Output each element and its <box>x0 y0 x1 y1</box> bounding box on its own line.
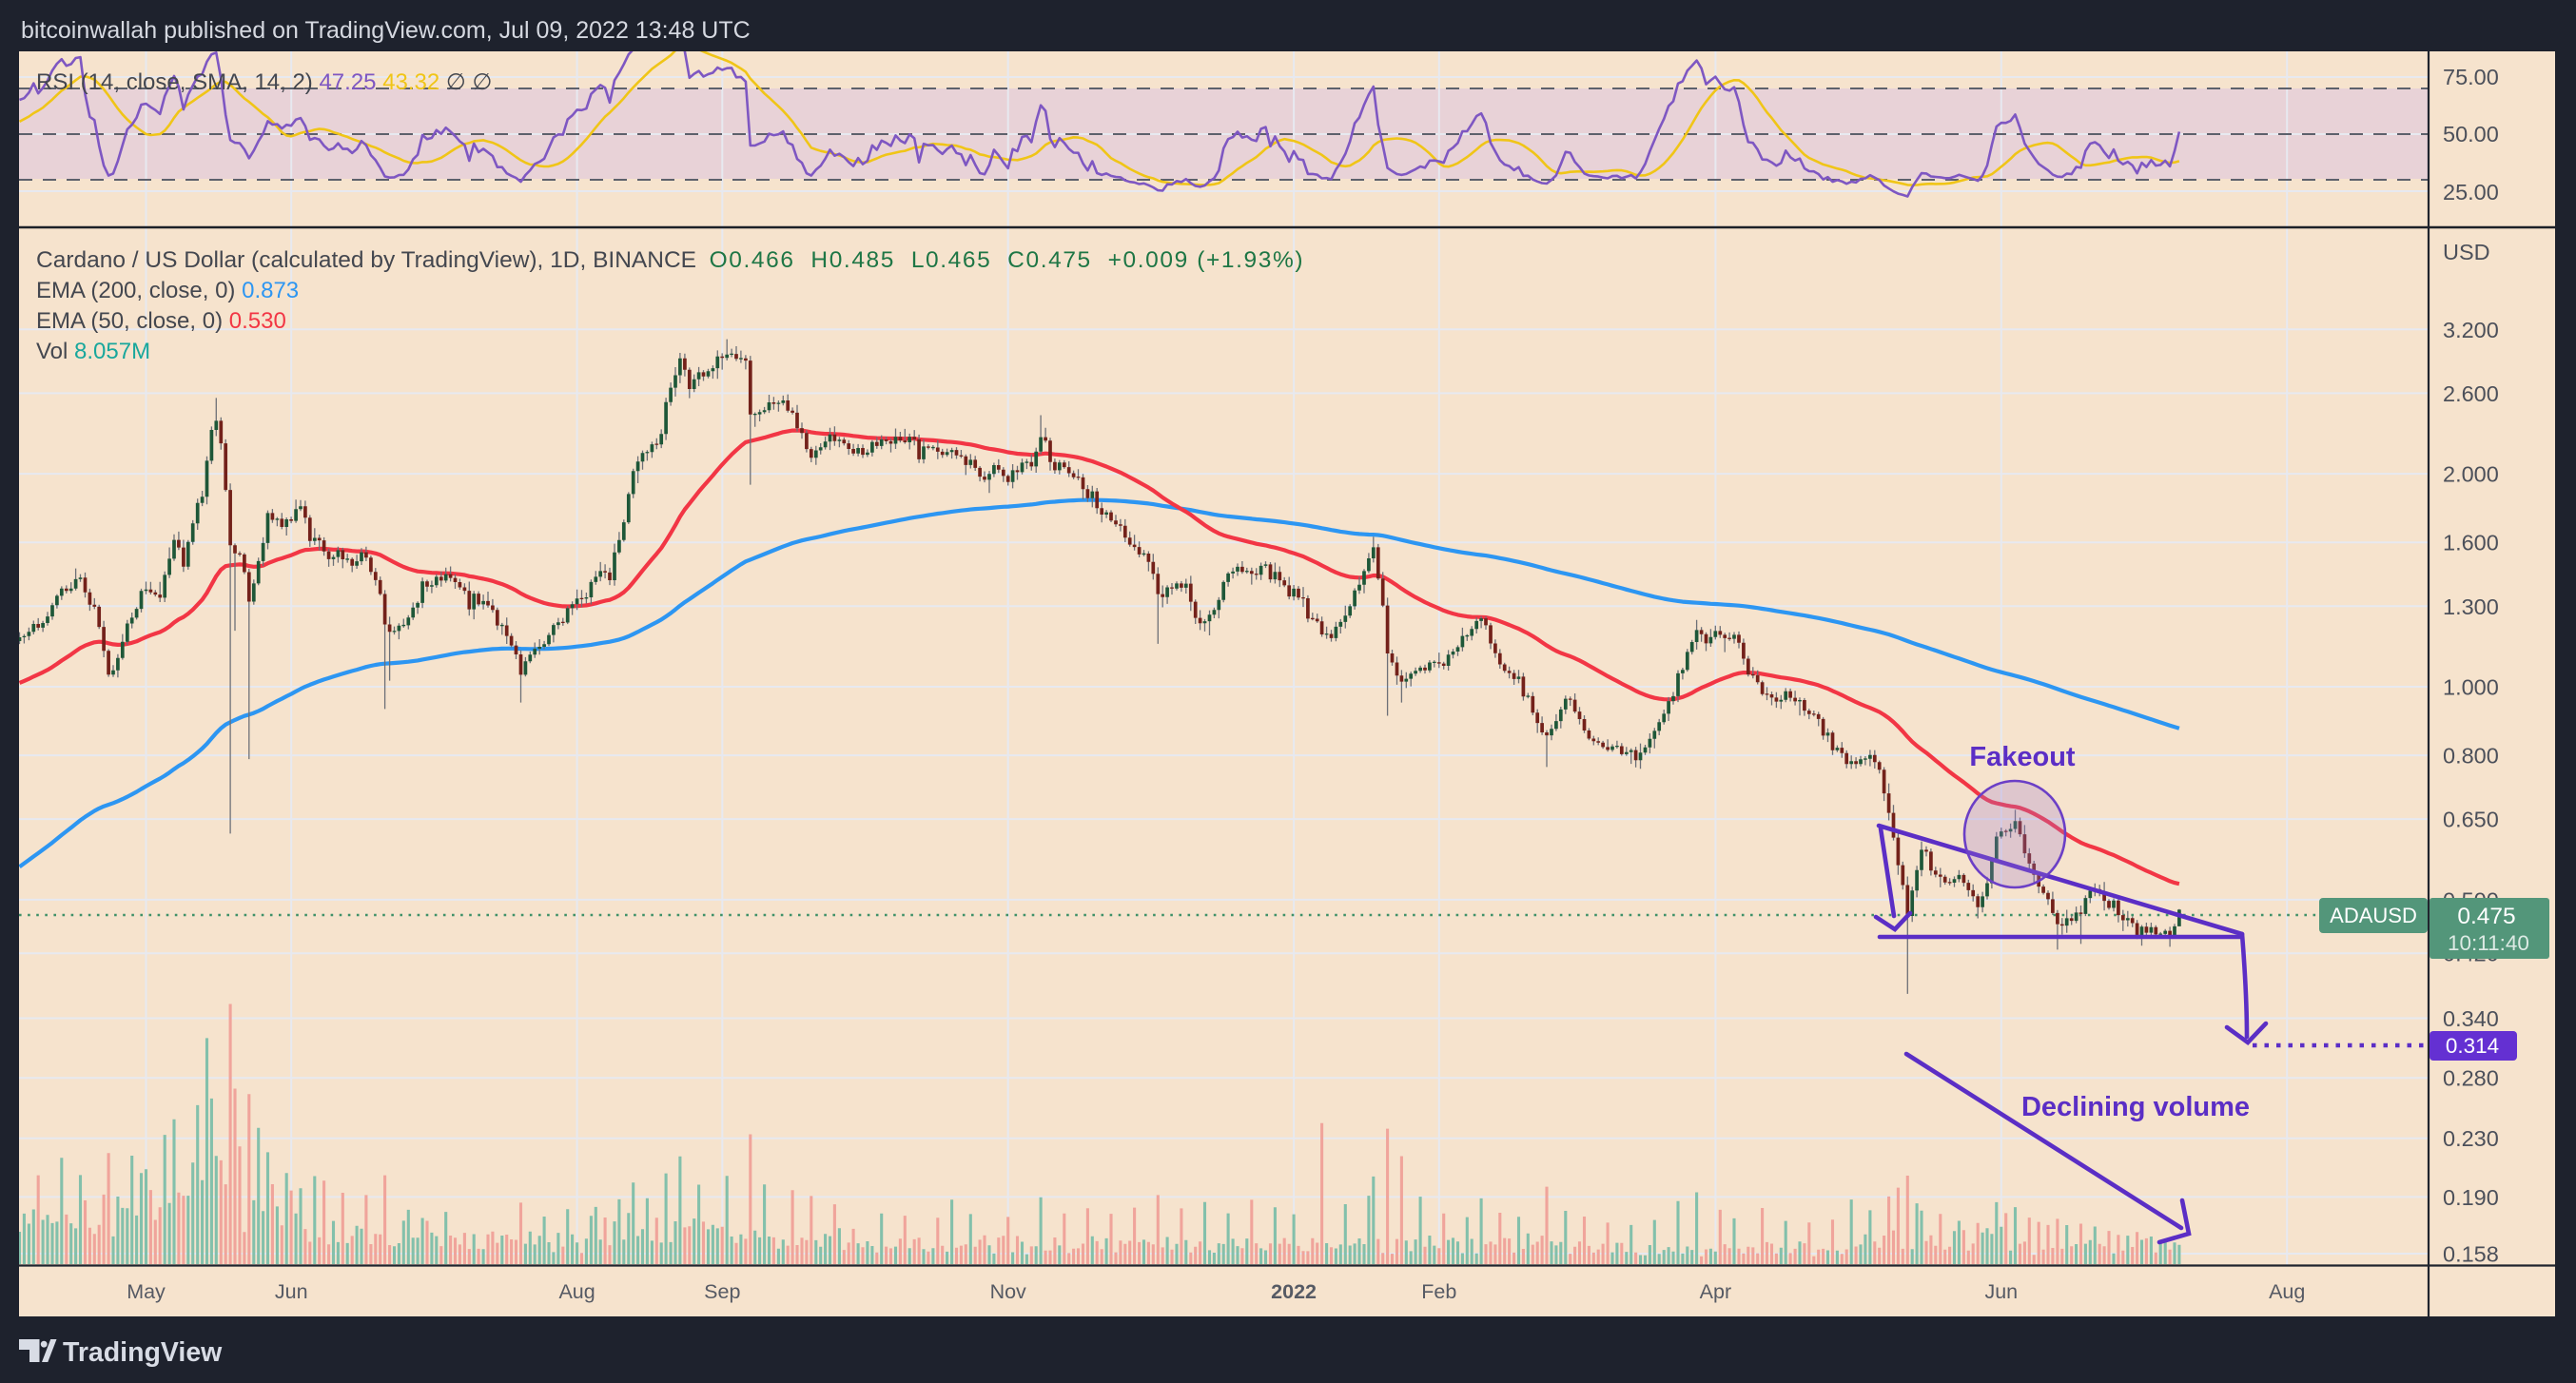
svg-text:Declining volume: Declining volume <box>2021 1092 2250 1122</box>
svg-text:Jun: Jun <box>275 1280 308 1303</box>
svg-text:Fakeout: Fakeout <box>1969 742 2076 772</box>
svg-text:EMA (50, close, 0) 0.530: EMA (50, close, 0) 0.530 <box>36 308 286 334</box>
svg-text:0.340: 0.340 <box>2443 1006 2499 1031</box>
svg-text:Apr: Apr <box>1700 1280 1731 1303</box>
svg-text:0.190: 0.190 <box>2443 1185 2499 1210</box>
svg-text:ADAUSD: ADAUSD <box>2330 904 2417 927</box>
svg-text:Vol 8.057M: Vol 8.057M <box>36 339 150 364</box>
svg-text:10:11:40: 10:11:40 <box>2448 931 2529 955</box>
svg-text:2022: 2022 <box>1271 1280 1317 1303</box>
svg-text:Sep: Sep <box>704 1280 740 1303</box>
svg-text:1.300: 1.300 <box>2443 594 2499 619</box>
svg-text:2.600: 2.600 <box>2443 381 2499 406</box>
svg-text:0.800: 0.800 <box>2443 744 2499 769</box>
svg-text:RSI (14, close, SMA, 14, 2) 47: RSI (14, close, SMA, 14, 2) 47.25 43.32 … <box>36 69 492 95</box>
svg-text:1.000: 1.000 <box>2443 675 2499 700</box>
svg-text:0.475: 0.475 <box>2457 904 2515 929</box>
svg-text:3.200: 3.200 <box>2443 318 2499 342</box>
svg-text:0.158: 0.158 <box>2443 1242 2499 1267</box>
svg-text:Aug: Aug <box>558 1280 595 1303</box>
svg-text:2.000: 2.000 <box>2443 462 2499 487</box>
svg-text:Aug: Aug <box>2269 1280 2305 1303</box>
svg-text:25.00: 25.00 <box>2443 180 2499 205</box>
svg-text:0.280: 0.280 <box>2443 1066 2499 1091</box>
svg-text:1.600: 1.600 <box>2443 531 2499 555</box>
svg-text:Nov: Nov <box>990 1280 1026 1303</box>
svg-text:0.314: 0.314 <box>2446 1034 2499 1058</box>
svg-text:Jun: Jun <box>1984 1280 2018 1303</box>
svg-text:75.00: 75.00 <box>2443 65 2499 89</box>
svg-text:0.650: 0.650 <box>2443 808 2499 832</box>
svg-text:Feb: Feb <box>1421 1280 1456 1303</box>
svg-text:USD: USD <box>2443 240 2490 264</box>
svg-text:TradingView: TradingView <box>63 1337 223 1368</box>
svg-text:bitcoinwallah published on Tra: bitcoinwallah published on TradingView.c… <box>21 17 751 44</box>
svg-text:EMA (200, close, 0) 0.873: EMA (200, close, 0) 0.873 <box>36 278 299 303</box>
svg-text:Cardano / US Dollar (calculate: Cardano / US Dollar (calculated by Tradi… <box>36 247 1304 273</box>
svg-text:50.00: 50.00 <box>2443 122 2499 146</box>
svg-text:0.230: 0.230 <box>2443 1126 2499 1151</box>
svg-text:May: May <box>127 1280 166 1303</box>
